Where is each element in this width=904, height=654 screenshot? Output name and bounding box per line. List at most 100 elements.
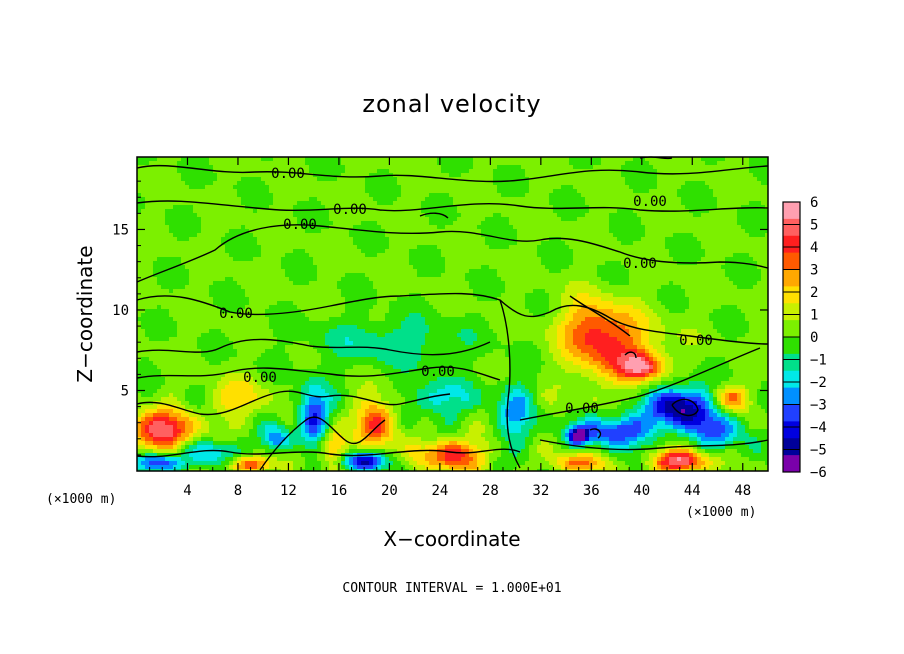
field-cell [225,273,230,278]
field-cell [437,221,442,226]
field-cell [333,173,338,178]
field-cell [477,189,482,194]
field-cell [289,225,294,230]
field-cell [421,161,426,166]
field-cell [745,233,750,238]
field-cell [225,245,230,250]
field-cell [329,229,334,234]
field-cell [433,201,438,206]
field-cell [725,161,730,166]
field-cell [497,181,502,186]
field-cell [693,241,698,246]
field-cell [533,217,538,222]
field-cell [157,181,162,186]
field-cell [685,157,690,162]
field-cell [481,181,486,186]
field-cell [293,241,298,246]
field-cell [401,161,406,166]
field-cell [297,177,302,182]
field-cell [281,169,286,174]
field-cell [765,273,769,278]
field-cell [673,257,678,262]
field-cell [633,241,638,246]
field-cell [157,177,162,182]
field-cell [417,265,422,270]
field-cell [585,249,590,254]
field-cell [169,229,174,234]
field-cell [681,177,686,182]
field-cell [529,233,534,238]
field-cell [341,261,346,266]
field-cell [193,169,198,174]
field-cell [341,241,346,246]
field-cell [553,265,558,270]
field-cell [573,217,578,222]
field-cell [261,237,266,242]
field-cell [333,265,338,270]
field-cell [613,277,618,282]
field-cell [141,273,146,278]
field-cell [501,277,506,282]
field-cell [713,197,718,202]
field-cell [729,245,734,250]
field-cell [709,229,714,234]
field-cell [641,217,646,222]
field-cell [485,173,490,178]
field-cell [613,221,618,226]
field-cell [577,269,582,274]
field-cell [589,181,594,186]
field-cell [613,213,618,218]
field-cell [625,213,630,218]
field-cell [697,173,702,178]
field-cell [349,197,354,202]
field-cell [713,253,718,258]
field-cell [329,237,334,242]
field-cell [581,241,586,246]
field-cell [485,265,490,270]
field-cell [173,229,178,234]
field-cell [489,193,494,198]
field-cell [509,233,514,238]
field-cell [477,181,482,186]
field-cell [637,201,642,206]
field-cell [453,221,458,226]
field-cell [701,181,706,186]
field-cell [441,253,446,258]
field-cell [653,193,658,198]
field-cell [453,157,458,162]
field-cell [665,205,670,210]
field-cell [221,249,226,254]
field-cell [653,245,658,250]
field-cell [453,181,458,186]
field-cell [265,237,270,242]
field-cell [485,241,490,246]
field-cell [685,249,690,254]
field-cell [245,241,250,246]
field-cell [301,229,306,234]
field-cell [421,237,426,242]
field-cell [253,201,258,206]
field-cell [693,277,698,282]
field-cell [757,185,762,190]
field-cell [425,173,430,178]
field-cell [357,237,362,242]
field-cell [357,241,362,246]
field-cell [189,281,194,286]
field-cell [205,161,210,166]
field-cell [221,205,226,210]
field-cell [305,177,310,182]
field-cell [617,205,622,210]
field-cell [313,197,318,202]
field-cell [577,237,582,242]
field-cell [137,213,142,218]
field-cell [269,161,274,166]
field-cell [149,181,154,186]
field-cell [305,181,310,186]
field-cell [417,201,422,206]
field-cell [649,173,654,178]
field-cell [417,261,422,266]
field-cell [341,225,346,230]
field-cell [397,189,402,194]
field-cell [273,229,278,234]
field-cell [353,189,358,194]
